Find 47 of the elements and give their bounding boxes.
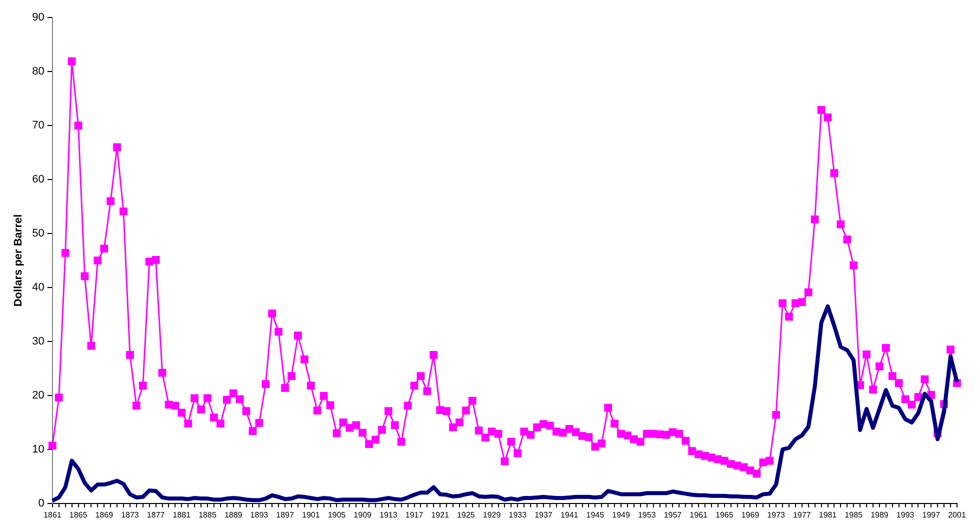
x-tick-label: 1905 <box>328 510 346 520</box>
x-tick-label: 1877 <box>146 510 166 520</box>
x-tick-label: 1953 <box>638 510 656 520</box>
x-tick-label: 1873 <box>121 510 140 520</box>
x-tick-label: 1969 <box>741 510 760 520</box>
y-tick-label: 30 <box>32 336 44 348</box>
y-tick-label: 80 <box>32 66 44 78</box>
y-tick-label: 70 <box>32 120 44 132</box>
x-tick-label: 1997 <box>922 510 941 520</box>
x-tick-label: 1933 <box>508 510 528 520</box>
y-tick-label: 60 <box>32 174 44 186</box>
x-tick-label: 1981 <box>818 510 838 520</box>
y-tick-label: 90 <box>32 12 44 24</box>
x-tick-label: 1973 <box>767 510 786 520</box>
x-tick-label: 1917 <box>405 510 424 520</box>
x-tick-label: 1893 <box>250 510 269 520</box>
x-tick-label: 1865 <box>69 510 88 520</box>
x-tick-label: 1897 <box>276 510 294 520</box>
x-tick-label: 1941 <box>560 510 579 520</box>
x-tick-label: 1977 <box>793 510 812 520</box>
y-axis-title: Dollars per Barrel <box>12 214 25 307</box>
x-tick-label: 1993 <box>896 510 915 520</box>
x-tick-label: 1985 <box>844 510 864 520</box>
x-tick-label: 1901 <box>302 510 320 520</box>
x-tick-label: 1889 <box>224 510 243 520</box>
y-tick-label: 10 <box>32 443 44 456</box>
x-tick-label: 1925 <box>457 510 476 520</box>
x-tick-label: 1881 <box>172 510 192 520</box>
x-tick-label: 1937 <box>534 510 553 520</box>
x-tick-label: 2001 <box>948 510 966 520</box>
x-tick-label: 1957 <box>664 510 682 520</box>
x-tick-label: 1909 <box>354 510 372 520</box>
x-tick-label: 1929 <box>482 510 502 520</box>
x-tick-label: 1961 <box>690 510 708 520</box>
x-tick-label: 1949 <box>612 510 630 520</box>
x-tick-label: 1989 <box>870 510 889 520</box>
x-tick-label: 1945 <box>586 510 605 520</box>
y-tick-label: 40 <box>32 282 44 294</box>
x-tick-label: 1861 <box>44 510 62 520</box>
x-tick-label: 1885 <box>198 510 217 520</box>
y-tick-label: 0 <box>38 497 44 510</box>
x-tick-label: 1965 <box>716 510 734 520</box>
y-tick-label: 20 <box>32 389 44 402</box>
x-tick-label: 1921 <box>431 510 450 520</box>
x-tick-label: 1913 <box>380 510 398 520</box>
x-tick-label: 1869 <box>95 510 114 520</box>
y-tick-label: 50 <box>32 228 44 240</box>
